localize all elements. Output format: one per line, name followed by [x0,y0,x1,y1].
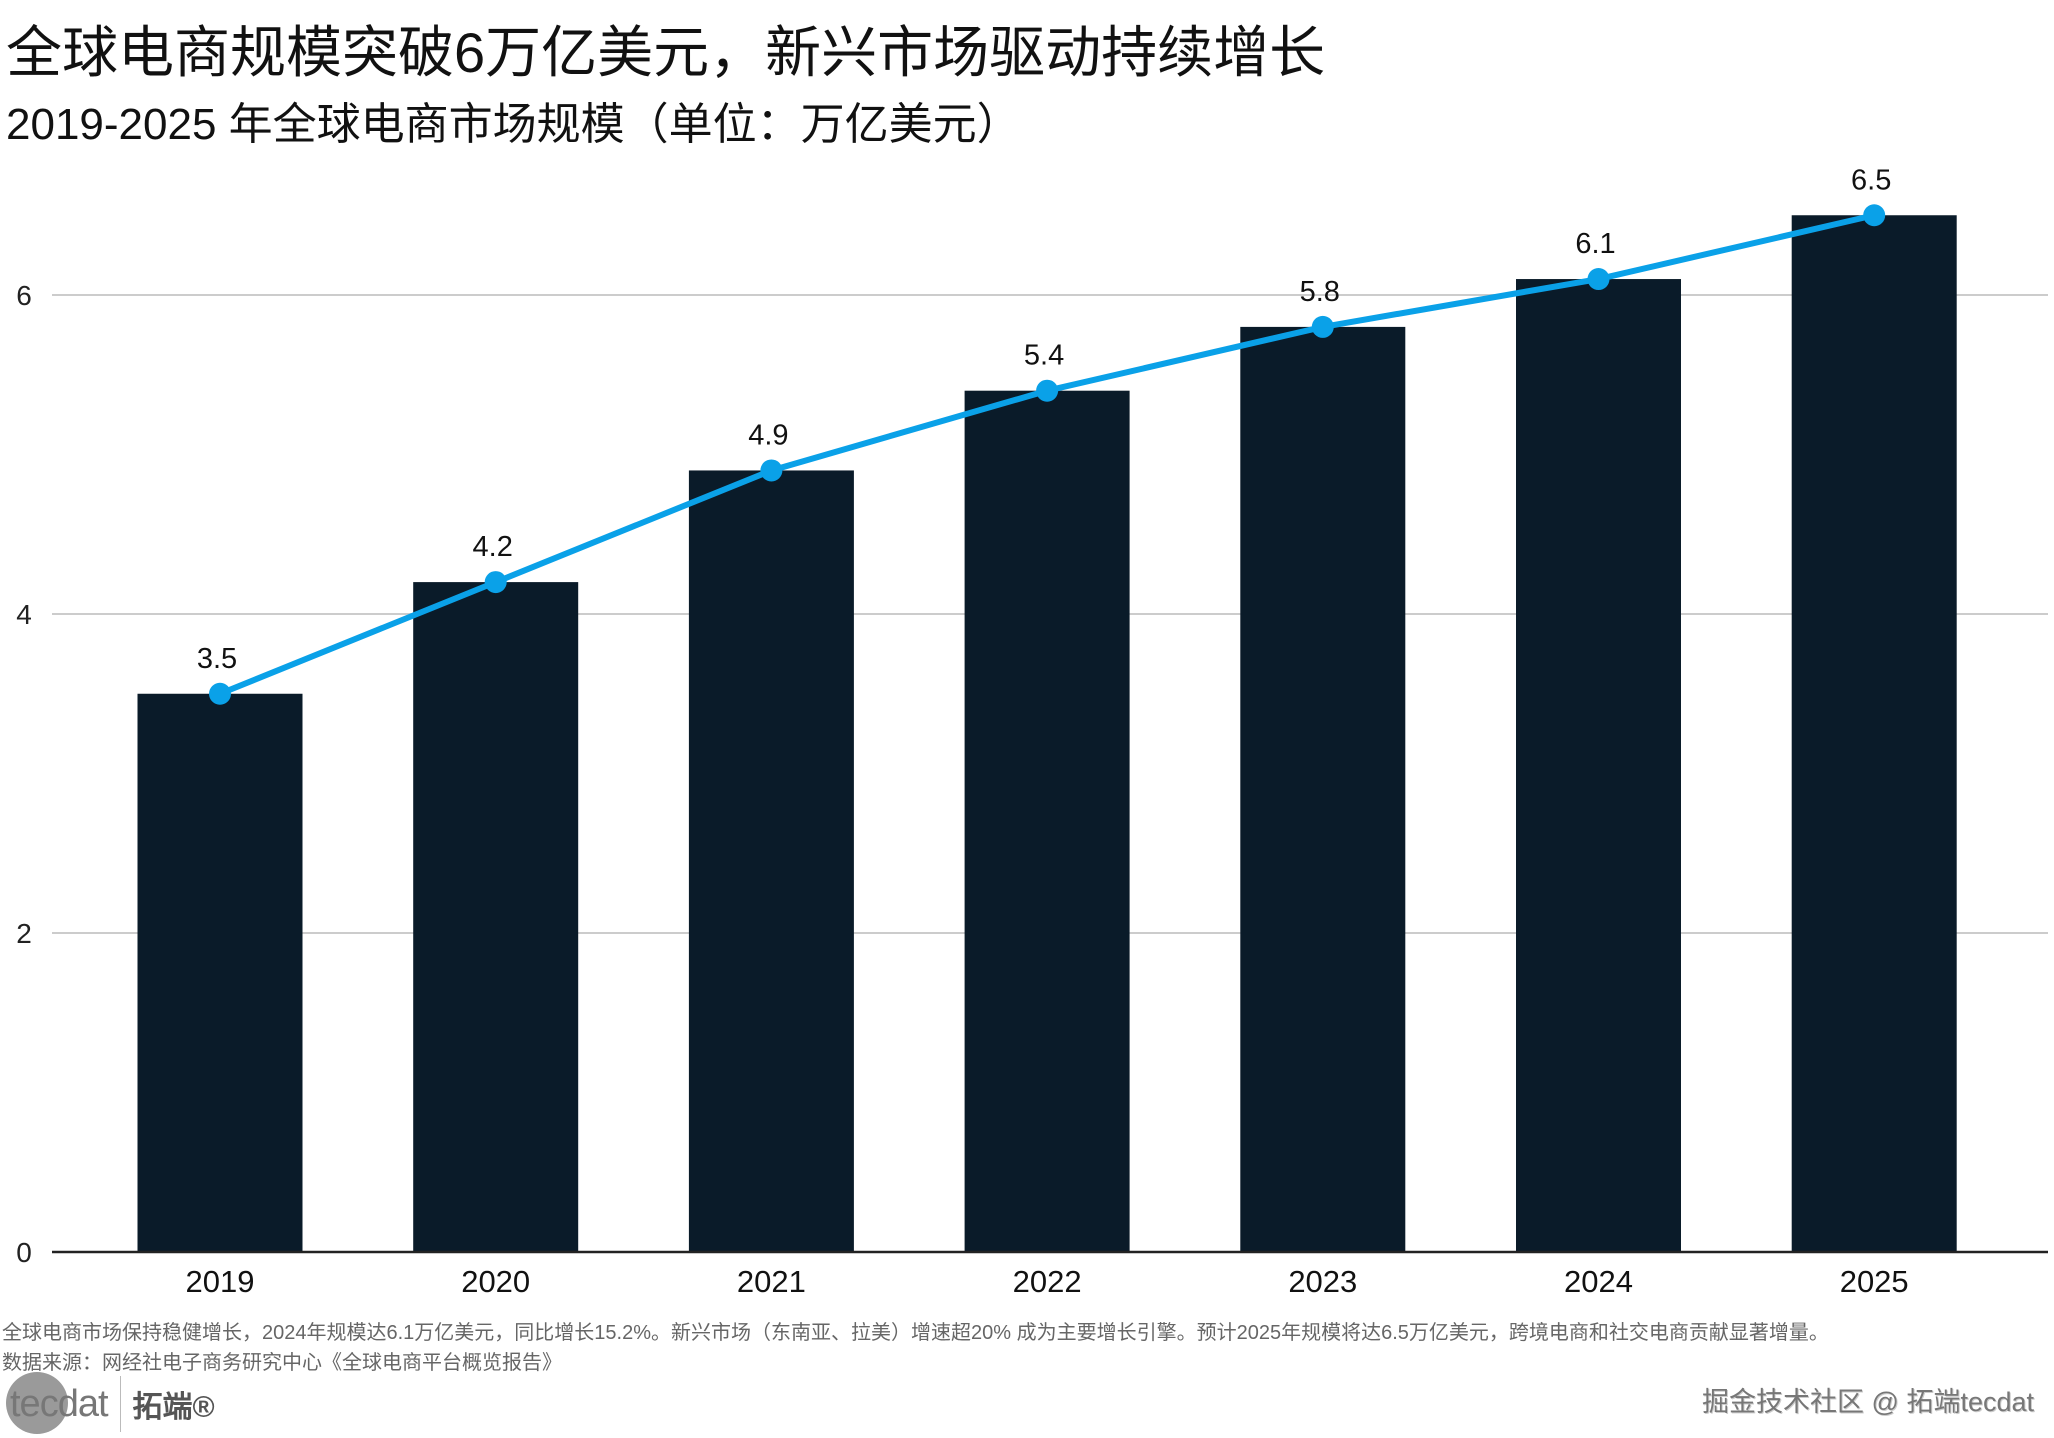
data-label: 4.2 [473,531,513,563]
y-tick-label: 4 [16,599,32,630]
logo-text: tecdat [10,1382,109,1425]
y-tick-label: 6 [16,280,32,311]
data-point [1587,268,1610,291]
data-label: 6.5 [1851,164,1891,196]
data-point [760,459,783,482]
bar [688,470,854,1252]
bar [964,390,1130,1252]
bar [1791,215,1957,1252]
x-tick-label: 2019 [186,1264,255,1299]
bar [137,693,303,1252]
data-label: 5.8 [1300,276,1340,308]
chart-title: 全球电商规模突破6万亿美元，新兴市场驱动持续增长 [6,21,1326,84]
data-label: 6.1 [1575,228,1615,260]
data-point [1311,315,1334,338]
summary-note: 全球电商市场保持稳健增长，2024年规模达6.1万亿美元，同比增长15.2%。新… [2,1322,1829,1344]
x-tick-label: 2024 [1564,1264,1633,1299]
bar [413,582,579,1252]
watermark: 掘金技术社区 @ 拓端tecdat [1702,1387,2034,1417]
y-tick-label: 0 [16,1237,32,1268]
data-label: 4.9 [748,419,788,451]
data-point [484,571,507,594]
tecdat-logo: tecdat 拓端® [6,1372,215,1436]
bar [1240,326,1406,1252]
source-note: 数据来源：网经社电子商务研究中心《全球电商平台概览报告》 [2,1352,562,1374]
x-tick-label: 2020 [461,1264,530,1299]
data-label: 5.4 [1024,340,1064,372]
logo-divider [119,1376,121,1432]
x-tick-label: 2022 [1013,1264,1082,1299]
x-tick-label: 2023 [1288,1264,1357,1299]
bar [1516,279,1681,1252]
x-tick-label: 2025 [1840,1264,1909,1299]
data-point [1036,379,1059,402]
y-tick-label: 2 [16,918,32,949]
chart-subtitle: 2019-2025 年全球电商市场规模（单位：万亿美元） [6,100,1021,149]
data-label: 3.5 [197,643,237,675]
x-tick-label: 2021 [737,1264,806,1299]
logo-cn: 拓端® [132,1391,215,1424]
bar-line-chart: 0 2 4 6 2019 2020 2021 2022 2023 2024 2025 3.5 4.2 4.… [16,164,2048,1299]
data-point [1863,204,1886,227]
data-point [209,682,231,705]
logo-circle [6,1372,68,1434]
